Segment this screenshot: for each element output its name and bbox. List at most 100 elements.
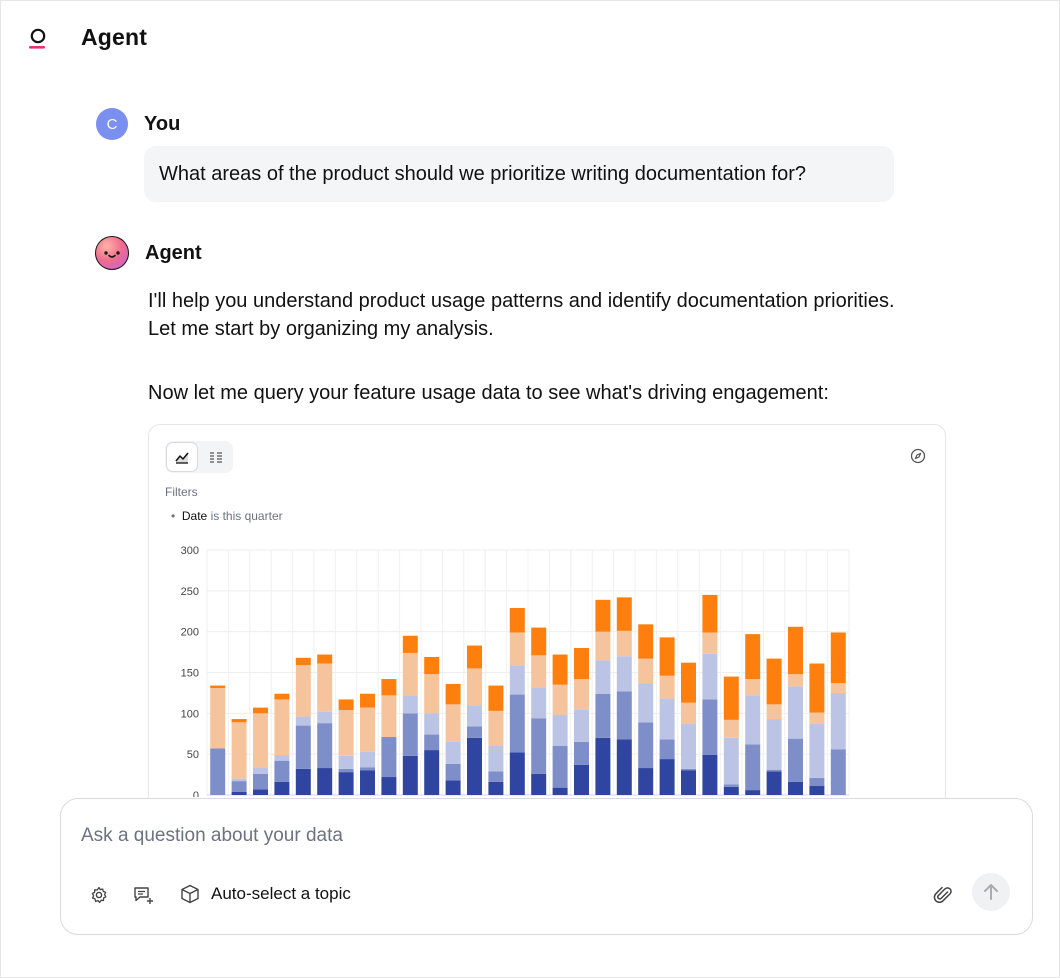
bar-segment[interactable] bbox=[595, 599, 611, 632]
bar-segment[interactable] bbox=[809, 786, 825, 795]
topic-selector[interactable]: Auto-select a topic bbox=[179, 879, 351, 909]
bar-segment[interactable] bbox=[552, 684, 568, 715]
question-input[interactable] bbox=[81, 825, 921, 847]
bar-segment[interactable] bbox=[552, 787, 568, 795]
bar-segment[interactable] bbox=[574, 648, 589, 680]
bar-segment[interactable] bbox=[745, 695, 761, 745]
bar-segment[interactable] bbox=[274, 760, 290, 782]
bar-segment[interactable] bbox=[338, 755, 354, 769]
attach-button[interactable] bbox=[931, 883, 955, 907]
bar-segment[interactable] bbox=[574, 764, 589, 795]
bar-segment[interactable] bbox=[253, 773, 268, 790]
bar-segment[interactable] bbox=[745, 790, 761, 795]
bar-segment[interactable] bbox=[317, 723, 333, 769]
settings-button[interactable] bbox=[87, 883, 111, 907]
bar-segment[interactable] bbox=[445, 704, 461, 742]
bar-segment[interactable] bbox=[766, 719, 782, 770]
bar-segment[interactable] bbox=[809, 777, 825, 787]
bar-segment[interactable] bbox=[659, 759, 675, 795]
bar-segment[interactable] bbox=[231, 778, 247, 782]
bar-segment[interactable] bbox=[253, 767, 268, 774]
bar-segment[interactable] bbox=[360, 767, 375, 771]
bar-segment[interactable] bbox=[295, 657, 311, 666]
bar-segment[interactable] bbox=[616, 739, 632, 795]
bar-segment[interactable] bbox=[766, 658, 782, 705]
bar-segment[interactable] bbox=[338, 710, 354, 756]
bar-segment[interactable] bbox=[381, 695, 397, 738]
bar-segment[interactable] bbox=[402, 652, 418, 696]
bar-segment[interactable] bbox=[595, 660, 611, 694]
bar-segment[interactable] bbox=[638, 624, 654, 659]
bar-segment[interactable] bbox=[723, 786, 739, 795]
bar-segment[interactable] bbox=[616, 597, 632, 631]
table-view-button[interactable] bbox=[201, 443, 231, 471]
bar-segment[interactable] bbox=[552, 714, 568, 746]
bar-segment[interactable] bbox=[338, 699, 354, 711]
bar-segment[interactable] bbox=[295, 665, 311, 717]
bar-segment[interactable] bbox=[509, 665, 525, 695]
bar-segment[interactable] bbox=[253, 713, 268, 768]
bar-segment[interactable] bbox=[788, 674, 803, 687]
bar-segment[interactable] bbox=[317, 711, 333, 724]
bar-segment[interactable] bbox=[659, 739, 675, 760]
bar-segment[interactable] bbox=[424, 734, 440, 751]
bar-segment[interactable] bbox=[210, 688, 226, 749]
bar-segment[interactable] bbox=[638, 768, 654, 795]
bar-segment[interactable] bbox=[638, 683, 654, 723]
bar-segment[interactable] bbox=[659, 675, 675, 699]
bar-segment[interactable] bbox=[338, 768, 354, 773]
bar-segment[interactable] bbox=[702, 699, 718, 755]
bar-segment[interactable] bbox=[274, 693, 290, 700]
bar-segment[interactable] bbox=[616, 630, 632, 657]
bar-segment[interactable] bbox=[488, 781, 504, 795]
bar-segment[interactable] bbox=[488, 685, 504, 711]
bar-segment[interactable] bbox=[681, 662, 696, 703]
bar-segment[interactable] bbox=[830, 683, 846, 693]
bar-segment[interactable] bbox=[531, 773, 547, 795]
bar-segment[interactable] bbox=[788, 626, 803, 675]
bar-segment[interactable] bbox=[381, 679, 397, 696]
bar-segment[interactable] bbox=[595, 693, 611, 738]
bar-segment[interactable] bbox=[681, 702, 696, 724]
bar-segment[interactable] bbox=[681, 770, 696, 796]
bar-segment[interactable] bbox=[788, 738, 803, 782]
bar-segment[interactable] bbox=[210, 685, 226, 689]
bar-segment[interactable] bbox=[616, 691, 632, 740]
bar-segment[interactable] bbox=[253, 789, 268, 795]
bar-segment[interactable] bbox=[788, 686, 803, 739]
bar-segment[interactable] bbox=[766, 704, 782, 720]
bar-segment[interactable] bbox=[445, 780, 461, 795]
bar-segment[interactable] bbox=[531, 627, 547, 656]
bar-segment[interactable] bbox=[467, 737, 482, 795]
bar-segment[interactable] bbox=[830, 692, 846, 750]
bar-segment[interactable] bbox=[317, 654, 333, 664]
bar-segment[interactable] bbox=[274, 781, 290, 795]
bar-segment[interactable] bbox=[574, 679, 589, 710]
bar-segment[interactable] bbox=[231, 791, 247, 795]
bar-segment[interactable] bbox=[531, 718, 547, 774]
bar-segment[interactable] bbox=[702, 754, 718, 795]
bar-segment[interactable] bbox=[231, 781, 247, 792]
bar-segment[interactable] bbox=[595, 631, 611, 661]
bar-segment[interactable] bbox=[659, 698, 675, 740]
bar-segment[interactable] bbox=[467, 645, 482, 669]
bar-segment[interactable] bbox=[509, 632, 525, 666]
bar-segment[interactable] bbox=[745, 634, 761, 680]
bar-segment[interactable] bbox=[424, 674, 440, 714]
bar-segment[interactable] bbox=[830, 632, 846, 684]
bar-segment[interactable] bbox=[809, 712, 825, 724]
bar-segment[interactable] bbox=[723, 676, 739, 720]
bar-segment[interactable] bbox=[445, 741, 461, 764]
bar-segment[interactable] bbox=[402, 713, 418, 756]
bar-segment[interactable] bbox=[253, 707, 268, 714]
bar-segment[interactable] bbox=[509, 752, 525, 795]
bar-segment[interactable] bbox=[702, 632, 718, 654]
bar-segment[interactable] bbox=[488, 746, 504, 772]
bar-segment[interactable] bbox=[616, 656, 632, 692]
bar-segment[interactable] bbox=[723, 737, 739, 785]
bar-segment[interactable] bbox=[745, 744, 761, 791]
bar-segment[interactable] bbox=[723, 784, 739, 787]
bar-segment[interactable] bbox=[766, 771, 782, 795]
bar-segment[interactable] bbox=[723, 719, 739, 738]
bar-segment[interactable] bbox=[467, 668, 482, 706]
